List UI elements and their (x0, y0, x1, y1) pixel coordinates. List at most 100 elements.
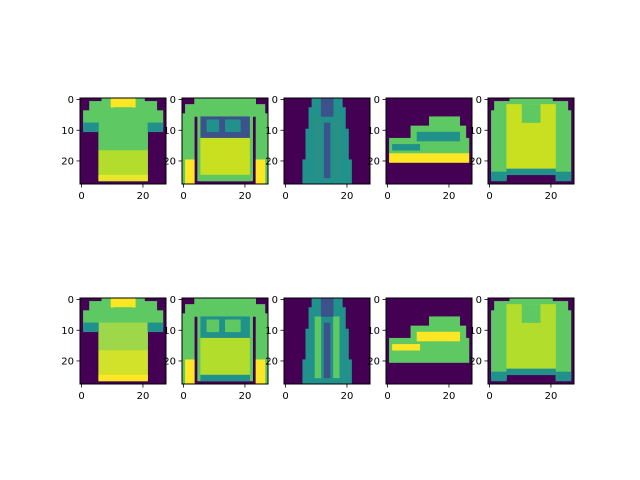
y-tick-label: 0 (476, 295, 482, 306)
garment-sleeve-end (83, 322, 99, 333)
y-tick-label: 10 (469, 326, 482, 337)
axes-frame (181, 297, 269, 385)
garment-hem (98, 174, 148, 182)
garment-fold (314, 316, 322, 379)
x-tick-label: 0 (486, 391, 492, 402)
garment-cuff (491, 371, 507, 382)
axes-frame (487, 97, 575, 185)
subplot-pullover-row1: 0 20 0 10 20 (469, 95, 575, 202)
garment-sleeve-cuff (185, 159, 195, 185)
x-tick-label: 20 (341, 191, 354, 202)
x-tick-label: 0 (78, 191, 84, 202)
y-tick-label: 10 (367, 326, 380, 337)
x-tick-label: 20 (239, 191, 252, 202)
garment-center (323, 122, 331, 179)
subplot-dress-row2: 0 20 0 10 20 (265, 295, 371, 402)
y-tick-label: 0 (374, 95, 380, 106)
axes-frame (79, 297, 167, 385)
y-tick-label: 0 (272, 95, 278, 106)
garment-neck (320, 298, 334, 317)
y-tick-label: 20 (469, 156, 482, 167)
garment-lower (98, 350, 148, 379)
garment-sleeve-cuff (185, 359, 195, 385)
garment-pattern-detail (206, 119, 220, 133)
garment-cuff (555, 171, 572, 182)
x-tick-label: 0 (78, 391, 84, 402)
garment-sole (389, 353, 470, 363)
x-tick-label: 20 (545, 191, 558, 202)
garment-chest (98, 322, 148, 351)
y-tick-label: 20 (469, 356, 482, 367)
axes-frame (385, 97, 473, 185)
subplot-sweater-row2: 0 20 0 10 20 (163, 295, 269, 402)
subplot-sweater-row1: 0 20 0 10 20 (163, 95, 269, 202)
subplot-tshirt-row2: 0 20 0 10 20 (61, 295, 167, 402)
x-tick-label: 20 (239, 391, 252, 402)
garment-v-neck (521, 104, 541, 123)
garment-sleeve (491, 110, 507, 179)
y-tick-label: 0 (272, 295, 278, 306)
garment-center (323, 322, 331, 379)
garment-lower (200, 137, 250, 179)
garment-v-neck (521, 304, 541, 323)
garment-top (429, 316, 461, 326)
x-tick-label: 0 (384, 391, 390, 402)
garment-cuff (491, 171, 507, 182)
y-tick-label: 20 (61, 156, 74, 167)
x-tick-label: 0 (486, 191, 492, 202)
y-tick-label: 10 (469, 126, 482, 137)
x-tick-label: 20 (545, 391, 558, 402)
subplot-dress-row1: 0 20 0 10 20 (265, 95, 371, 202)
x-tick-label: 0 (180, 391, 186, 402)
subplot-sneaker-row1: 0 20 0 10 20 (367, 95, 473, 202)
x-tick-label: 20 (137, 391, 150, 402)
garment-sleeve (555, 110, 572, 179)
y-tick-label: 10 (61, 326, 74, 337)
y-tick-label: 10 (163, 326, 176, 337)
garment-pattern-detail (225, 319, 241, 333)
y-tick-label: 10 (61, 126, 74, 137)
garment-sleeve-end (147, 322, 164, 333)
garment-shoulder (194, 298, 257, 308)
garment-sleeve (555, 310, 572, 379)
garment-toe (392, 144, 421, 151)
y-tick-label: 10 (367, 126, 380, 137)
axes-frame (79, 97, 167, 185)
subplot-tshirt-row1: 0 20 0 10 20 (61, 95, 167, 202)
axes-frame (487, 297, 575, 385)
garment-chest (98, 122, 148, 151)
x-tick-label: 20 (137, 191, 150, 202)
x-tick-label: 20 (341, 391, 354, 402)
garment-neck (113, 107, 133, 120)
garment-hem (98, 374, 148, 382)
y-tick-label: 20 (61, 356, 74, 367)
y-tick-label: 10 (265, 126, 278, 137)
garment-pattern-detail (206, 319, 220, 333)
y-tick-label: 20 (163, 356, 176, 367)
garment-hem (200, 374, 250, 382)
garment-neck-highlight (110, 298, 136, 308)
y-tick-label: 0 (170, 295, 176, 306)
garment-pattern-detail (225, 119, 241, 133)
y-tick-label: 0 (476, 95, 482, 106)
y-tick-label: 20 (265, 356, 278, 367)
axes-frame (283, 297, 371, 385)
garment-top (429, 116, 461, 126)
garment-sleeve (491, 310, 507, 379)
garment-sleeve-end (147, 122, 164, 133)
y-tick-label: 0 (68, 95, 74, 106)
garment-neck (113, 307, 133, 320)
subplot-grid: 0 20 0 10 20 0 20 0 10 20 0 20 0 10 20 0 20 0 10 20 0 20 0 10 20… (61, 95, 575, 402)
axes-frame (283, 97, 371, 185)
garment-sleeve-cuff (255, 159, 266, 185)
axes-frame (181, 97, 269, 185)
y-tick-label: 10 (163, 126, 176, 137)
y-tick-label: 20 (265, 156, 278, 167)
garment-sleeve-cuff (255, 359, 266, 385)
garment-neck-highlight (110, 98, 136, 108)
garment-sleeve-end (83, 122, 99, 133)
subplot-pullover-row2: 0 20 0 10 20 (469, 295, 575, 402)
x-tick-label: 0 (282, 391, 288, 402)
